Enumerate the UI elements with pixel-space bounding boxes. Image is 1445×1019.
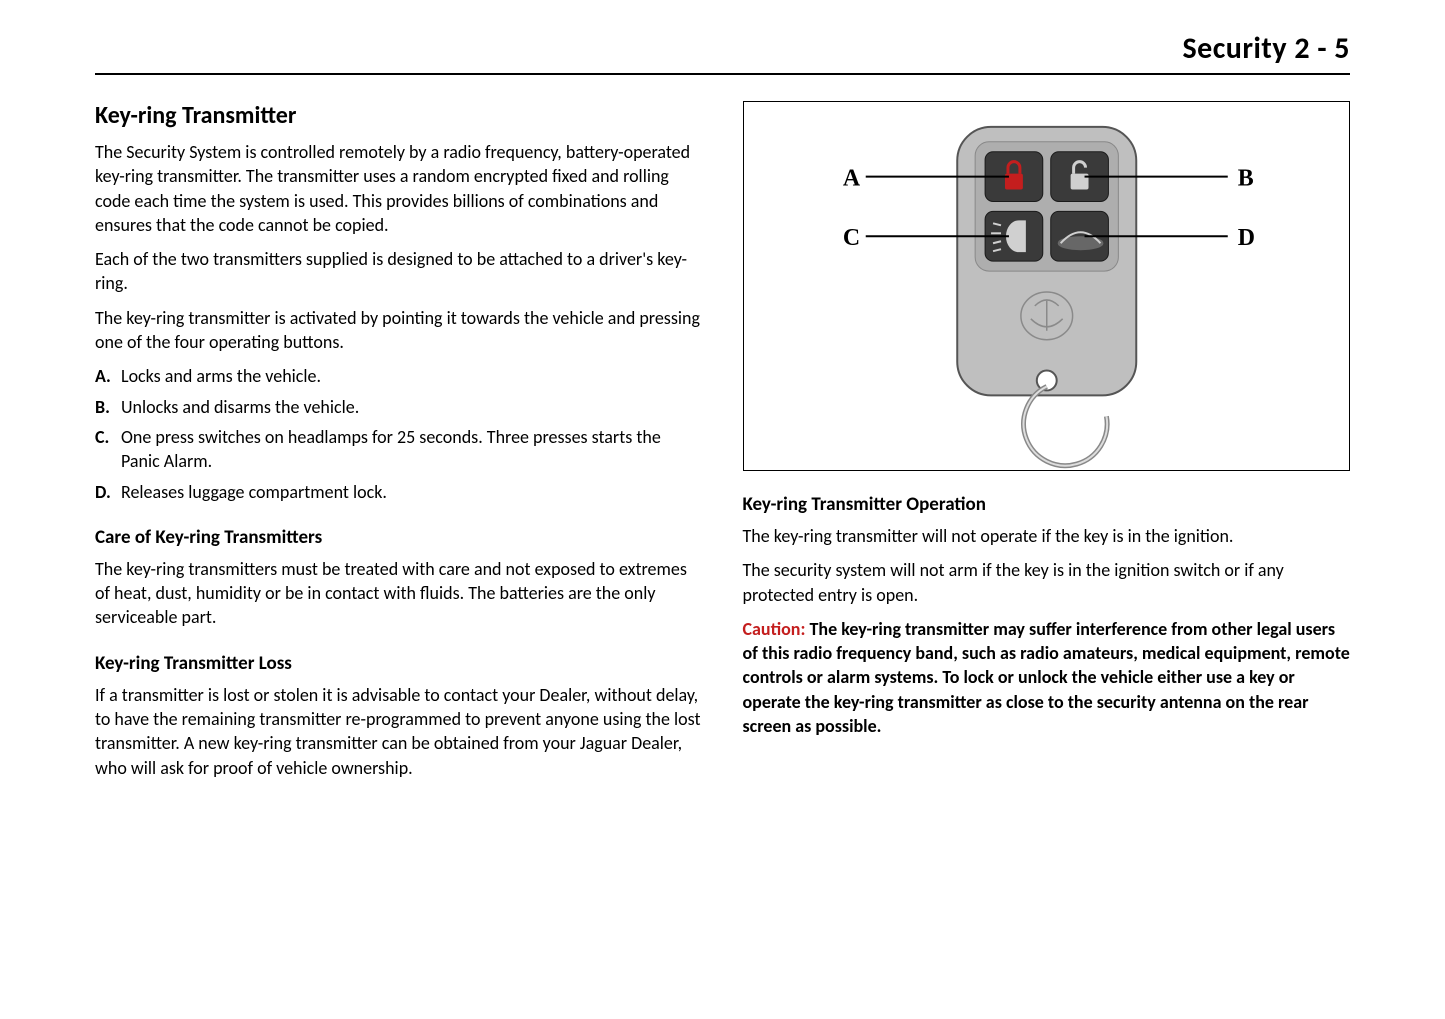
content-columns: Key-ring Transmitter The Security System…: [95, 101, 1350, 790]
intro-paragraph-3: The key-ring transmitter is activated by…: [95, 306, 703, 355]
keyring-highlight: [1023, 386, 1107, 465]
list-item: B. Unlocks and disarms the vehicle.: [95, 395, 703, 419]
list-text: Unlocks and disarms the vehicle.: [121, 395, 359, 419]
header-page-ref: 2 - 5: [1294, 30, 1350, 67]
operation-paragraph-1: The key-ring transmitter will not operat…: [743, 524, 1351, 548]
list-marker: A.: [95, 364, 121, 388]
caution-paragraph: Caution: The key-ring transmitter may su…: [743, 617, 1351, 738]
intro-paragraph-2: Each of the two transmitters supplied is…: [95, 247, 703, 296]
loss-paragraph: If a transmitter is lost or stolen it is…: [95, 683, 703, 780]
care-paragraph: The key-ring transmitters must be treate…: [95, 557, 703, 630]
figure-label-d: D: [1237, 225, 1254, 251]
intro-paragraph-1: The Security System is controlled remote…: [95, 140, 703, 237]
loss-heading: Key-ring Transmitter Loss: [95, 652, 703, 675]
list-text: One press switches on headlamps for 25 s…: [121, 425, 703, 474]
list-item: C. One press switches on headlamps for 2…: [95, 425, 703, 474]
list-text: Locks and arms the vehicle.: [121, 364, 321, 388]
caution-label: Caution:: [743, 618, 806, 640]
keyfob-illustration: A B C D: [744, 102, 1350, 470]
caution-text: The key-ring transmitter may suffer inte…: [743, 618, 1350, 737]
list-item: D. Releases luggage compartment lock.: [95, 480, 703, 504]
button-function-list: A. Locks and arms the vehicle. B. Unlock…: [95, 364, 703, 503]
care-heading: Care of Key-ring Transmitters: [95, 526, 703, 549]
right-column: A B C D Key-ring Transmitter Operation T…: [743, 101, 1351, 790]
figure-label-a: A: [842, 166, 860, 192]
list-marker: B.: [95, 395, 121, 419]
list-text: Releases luggage compartment lock.: [121, 480, 387, 504]
list-marker: C.: [95, 425, 121, 474]
section-heading: Key-ring Transmitter: [95, 101, 703, 130]
page-header: Security 2 - 5: [95, 30, 1350, 75]
list-item: A. Locks and arms the vehicle.: [95, 364, 703, 388]
operation-paragraph-2: The security system will not arm if the …: [743, 558, 1351, 607]
keyfob-figure: A B C D: [743, 101, 1351, 471]
figure-label-c: C: [842, 225, 859, 251]
list-marker: D.: [95, 480, 121, 504]
figure-label-b: B: [1237, 166, 1253, 192]
header-section: Security: [1182, 30, 1287, 67]
left-column: Key-ring Transmitter The Security System…: [95, 101, 703, 790]
operation-heading: Key-ring Transmitter Operation: [743, 493, 1351, 516]
